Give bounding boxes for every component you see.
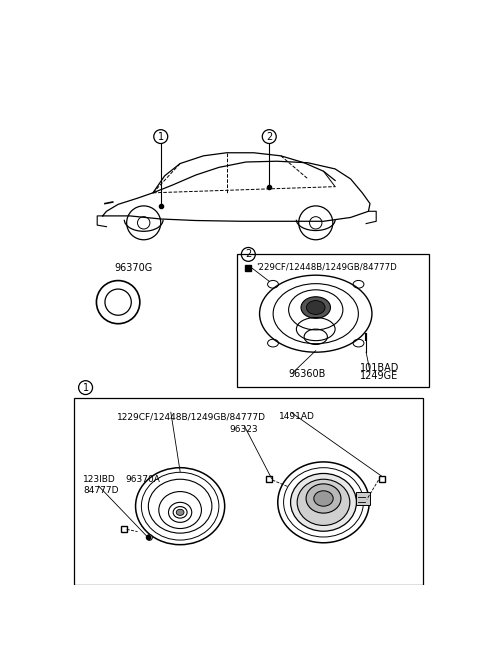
Text: 96370A: 96370A [126,476,161,484]
Text: 1: 1 [158,131,164,142]
Ellipse shape [301,297,330,318]
Bar [237,254,429,387]
Text: 84777D: 84777D [83,486,119,495]
Ellipse shape [306,301,325,315]
Ellipse shape [176,509,184,516]
Bar [74,398,423,585]
Text: 101BAD: 101BAD [360,363,399,373]
Ellipse shape [306,484,341,513]
Text: 96370G: 96370G [114,263,153,273]
Text: 1491AD: 1491AD [279,412,315,421]
Text: '229CF/12448B/1249GB/84777D: '229CF/12448B/1249GB/84777D [256,262,397,271]
Text: 96323: 96323 [229,424,258,434]
Ellipse shape [297,479,350,526]
Text: 2: 2 [245,250,252,260]
Ellipse shape [290,474,357,532]
Text: 1: 1 [83,382,89,393]
Text: 96360B: 96360B [288,369,326,379]
Text: 2: 2 [266,131,272,142]
Text: 1249GE: 1249GE [360,371,398,380]
Text: 1229CF/12448B/1249GB/84777D: 1229CF/12448B/1249GB/84777D [117,412,265,421]
Ellipse shape [314,491,333,506]
Text: 123IBD: 123IBD [83,476,116,484]
Bar [356,492,370,505]
